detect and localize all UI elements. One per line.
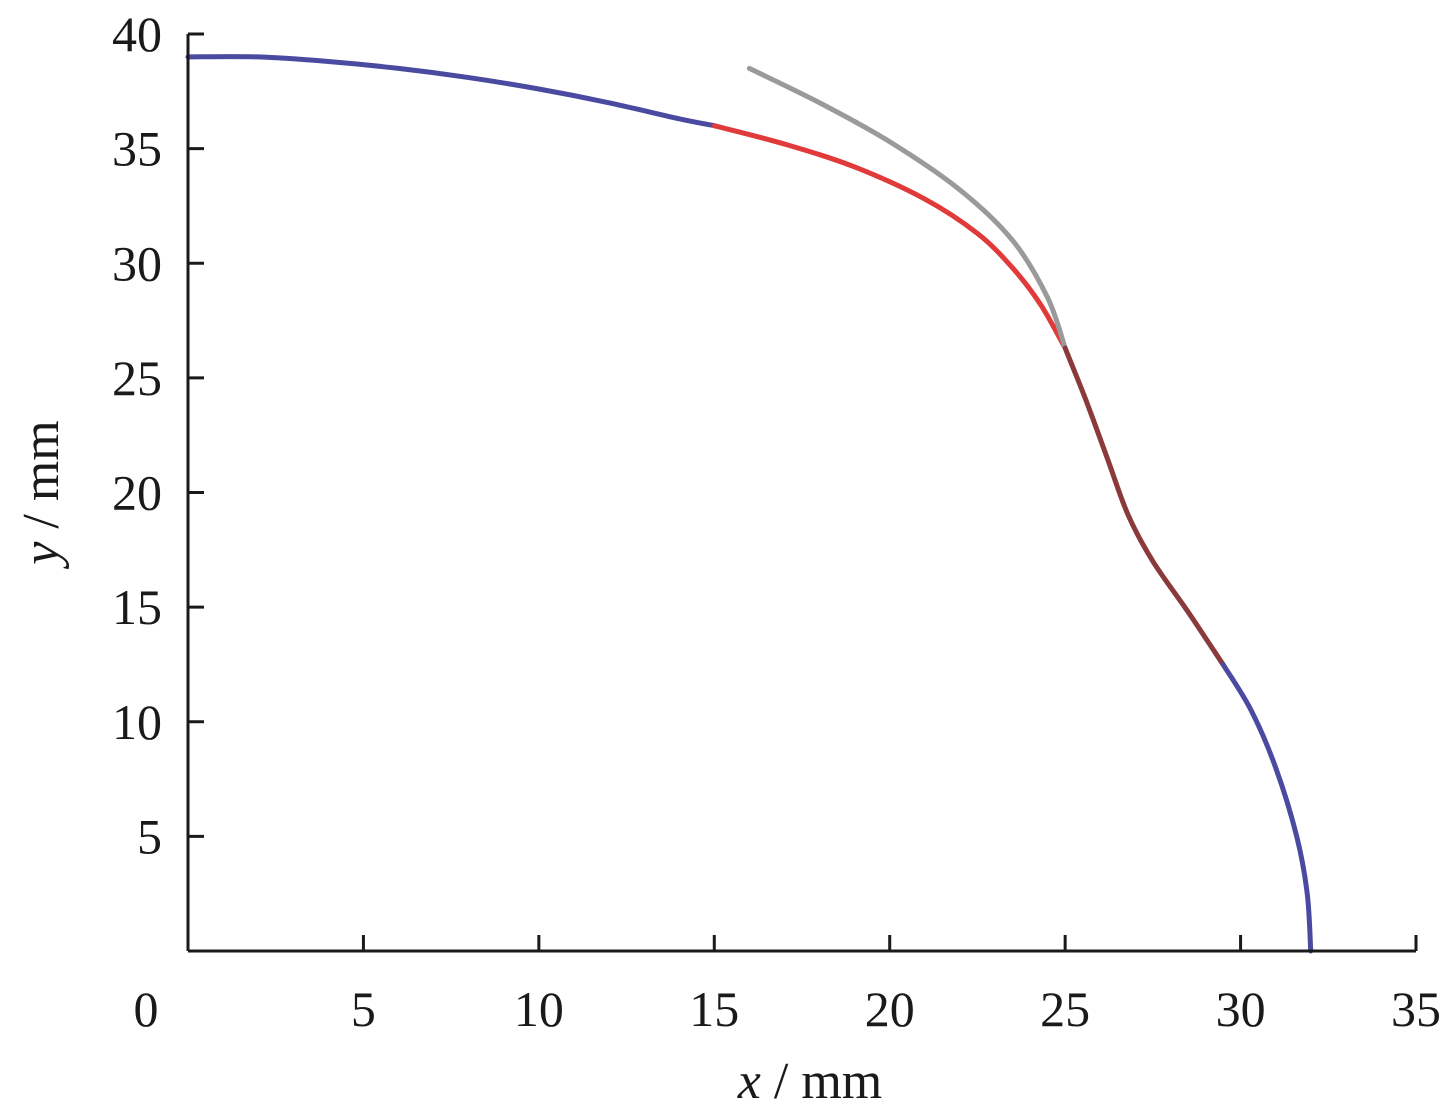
x-tick-label: 5	[351, 981, 376, 1037]
y-axis-title: y / mm	[13, 420, 70, 569]
y-axis-unit: / mm	[13, 420, 70, 541]
series-line-3	[746, 65, 1068, 351]
y-tick-label: 25	[112, 350, 162, 406]
x-axis-title: x / mm	[737, 1053, 882, 1110]
series-line-4	[1062, 345, 1226, 667]
y-tick-label: 10	[112, 694, 162, 750]
y-tick-label: 20	[112, 465, 162, 521]
x-tick-label: 35	[1391, 981, 1441, 1037]
series-line-2	[711, 123, 1068, 351]
series-line-5	[1220, 661, 1314, 954]
x-tick-label: 15	[689, 981, 739, 1037]
y-tick-label: 15	[112, 579, 162, 635]
x-tick-label: 25	[1040, 981, 1090, 1037]
x-tick-label: 30	[1216, 981, 1266, 1037]
x-tick-label: 20	[865, 981, 915, 1037]
x-tick-label: 10	[514, 981, 564, 1037]
series-line-1	[185, 54, 717, 129]
y-tick-label: 30	[112, 235, 162, 291]
y-axis-var: y	[13, 541, 70, 570]
y-ticks: 5 10 15 20 25 30 35 40	[112, 6, 204, 864]
y-tick-label: 40	[112, 6, 162, 62]
x-axis-var: x	[737, 1053, 761, 1110]
y-tick-label: 5	[137, 808, 162, 864]
x-axis-unit: / mm	[761, 1053, 882, 1110]
y-tick-label: 35	[112, 121, 162, 177]
series-layer	[185, 54, 1314, 954]
x-tick-label: 0	[134, 981, 159, 1037]
x-ticks: 0 5 10 15 20 25 30 35	[134, 935, 1441, 1037]
